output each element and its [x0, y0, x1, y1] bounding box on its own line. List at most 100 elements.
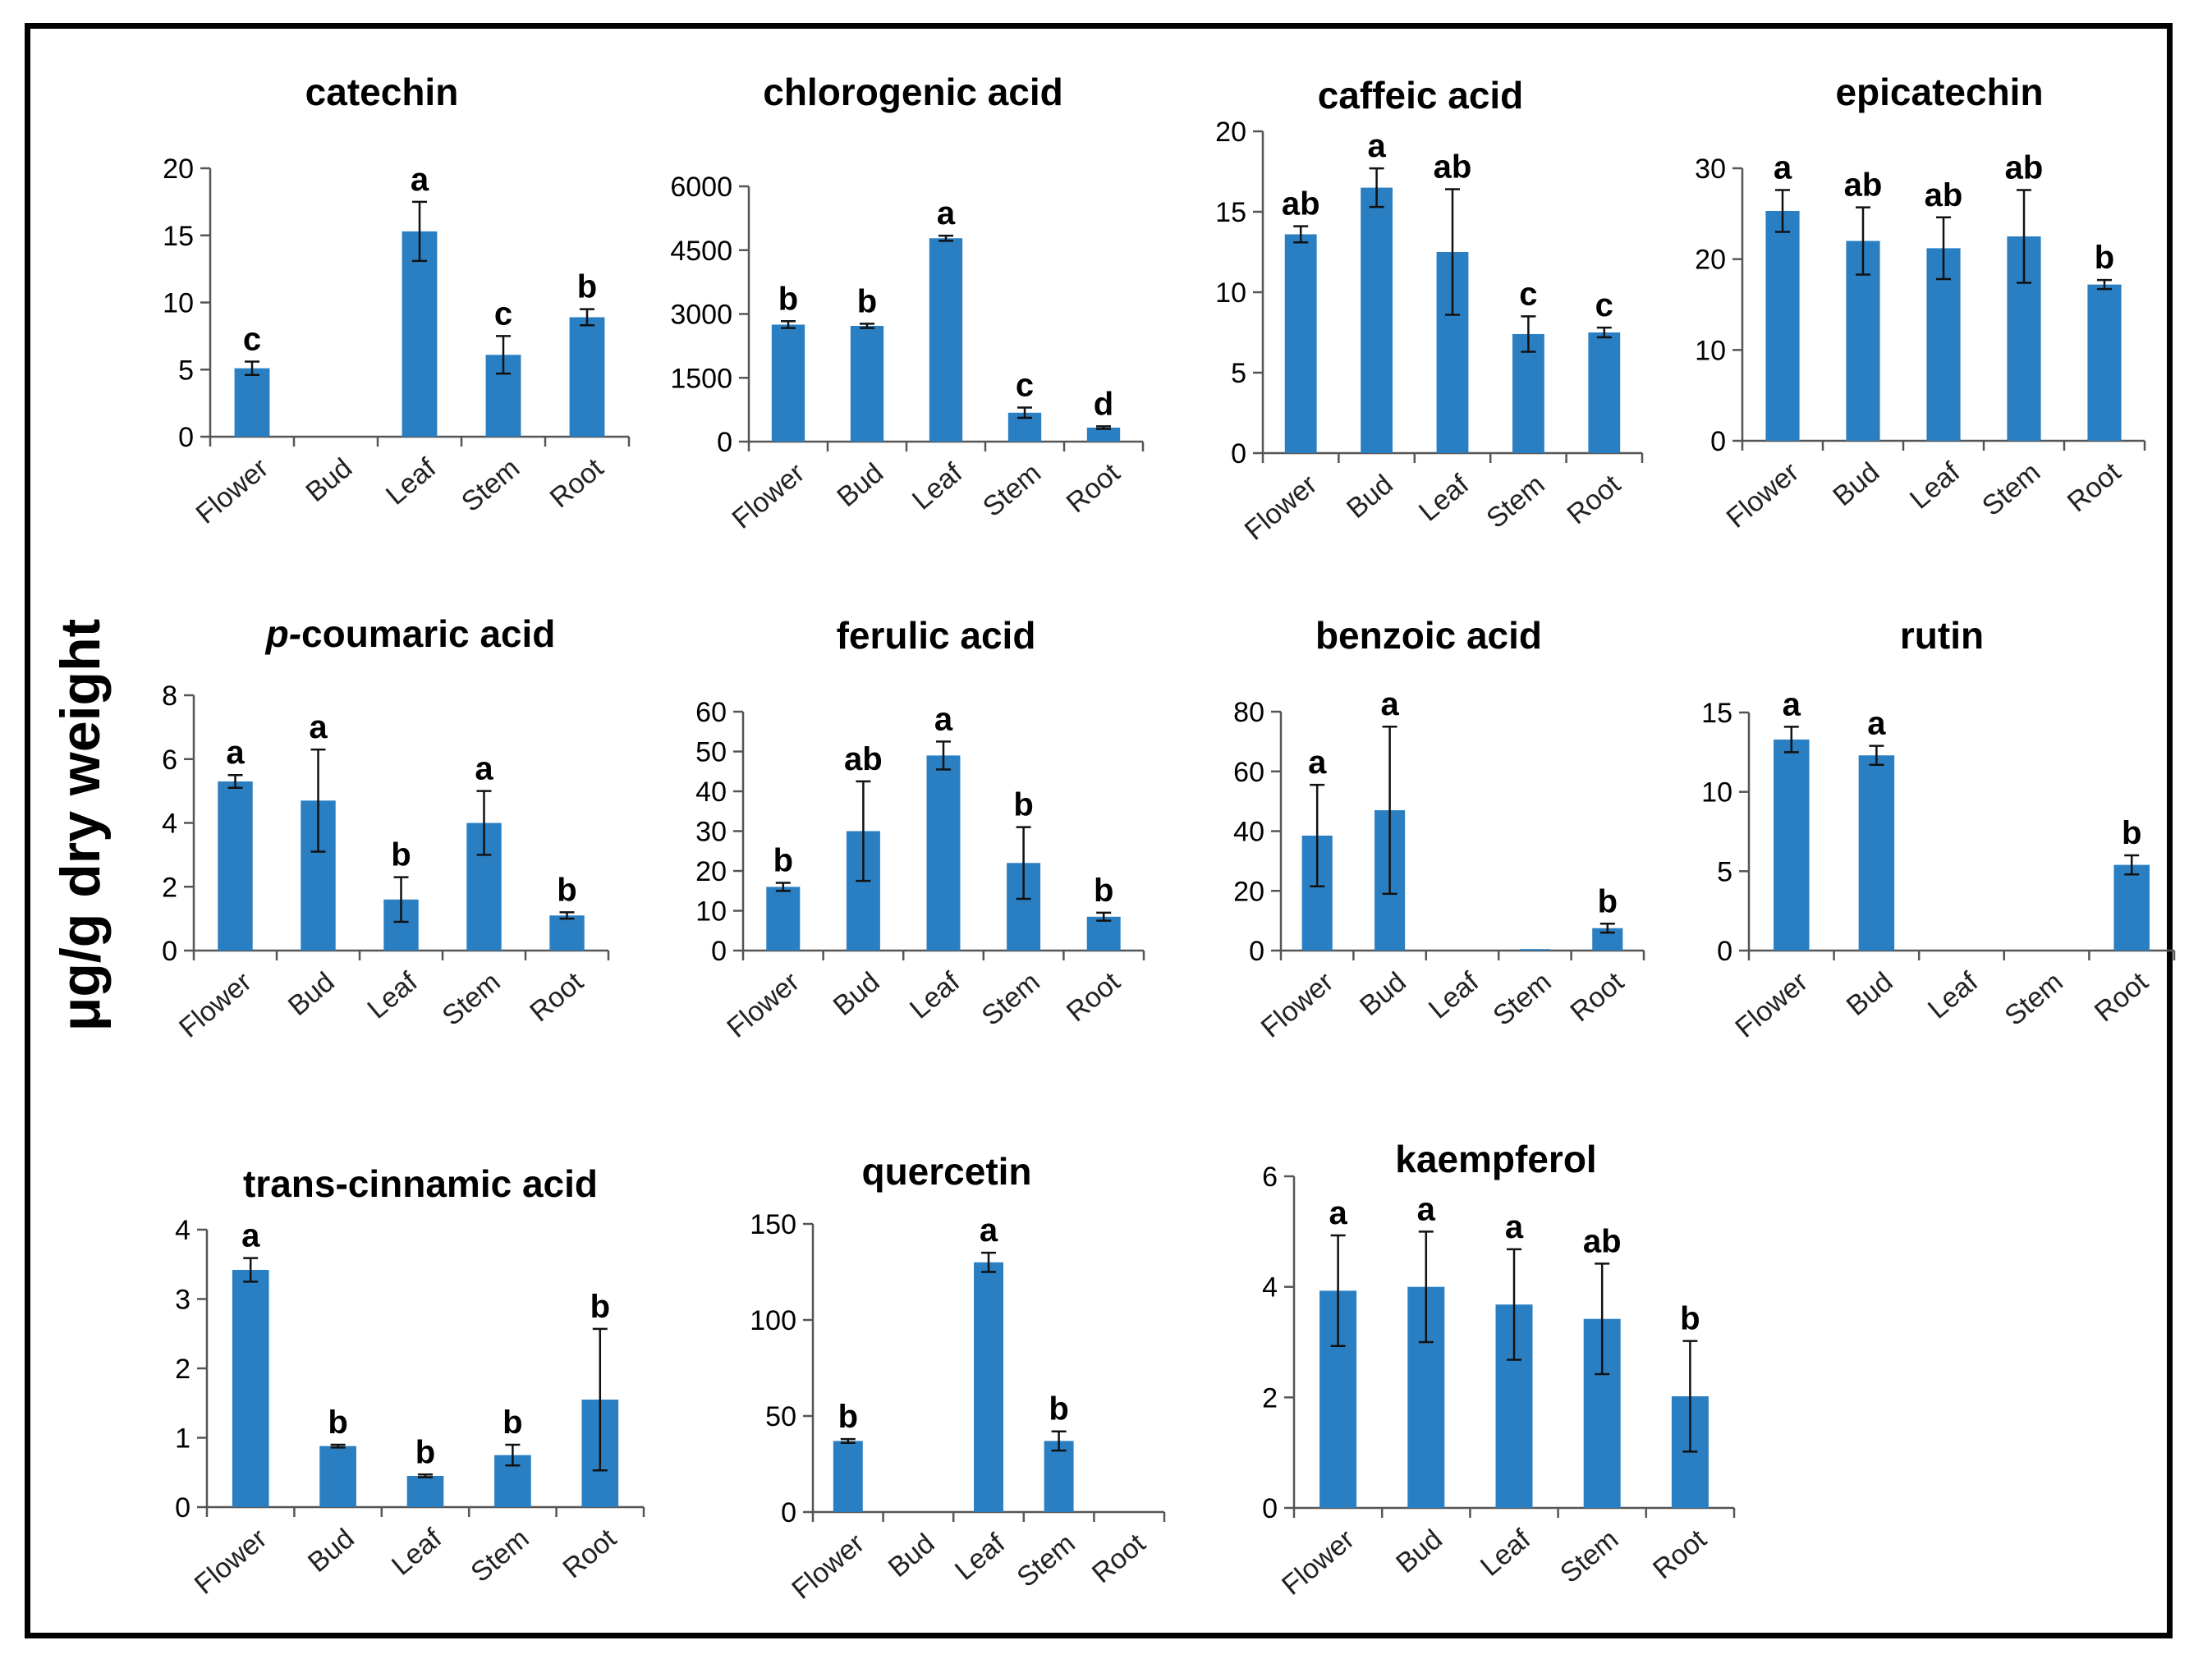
y-tick-label: 4 — [162, 809, 177, 840]
y-tick-label: 4 — [175, 1215, 190, 1246]
y-tick-label: 20 — [1233, 876, 1264, 907]
y-tick-label: 20 — [1215, 117, 1246, 148]
significance-letter: a — [937, 195, 956, 231]
significance-letter: b — [1094, 873, 1113, 909]
y-tick-label: 100 — [750, 1305, 796, 1336]
chart-title: catechin — [305, 71, 459, 113]
bar — [766, 887, 801, 951]
x-category-label: Stem — [436, 966, 506, 1032]
x-category-label: Flower — [1721, 456, 1806, 534]
y-tick-label: 60 — [1233, 757, 1264, 788]
chart-panel: rutin 0 5 10 15 a Flower a Bud Leaf Stem b Root — [1701, 614, 2176, 1044]
x-category-label: Root — [2089, 966, 2155, 1029]
y-tick-label: 0 — [781, 1497, 796, 1528]
bar — [319, 1446, 356, 1507]
x-category-label: Leaf — [1413, 469, 1475, 528]
x-category-label: Leaf — [362, 966, 425, 1025]
significance-letter: a — [1308, 745, 1327, 781]
y-tick-label: 20 — [163, 154, 194, 185]
bar — [1086, 916, 1121, 951]
x-category-label: Root — [1647, 1524, 1713, 1586]
x-category-label: Stem — [456, 452, 525, 518]
chart-title: rutin — [1900, 614, 1984, 657]
y-tick-label: 30 — [695, 817, 727, 848]
bar — [833, 1441, 863, 1512]
significance-letter: b — [1598, 883, 1618, 919]
y-tick-label: 6 — [162, 745, 177, 776]
x-category-label: Stem — [976, 966, 1046, 1032]
x-category-label: Bud — [1390, 1524, 1448, 1579]
y-tick-label: 10 — [1695, 335, 1726, 366]
chart-panel: trans-cinnamic acid 0 1 2 3 4 a Flower b Bud b Leaf… — [175, 1162, 645, 1601]
significance-letter: ab — [2005, 150, 2044, 186]
bar — [1858, 755, 1895, 951]
y-tick-label: 40 — [695, 777, 727, 808]
x-category-label: Stem — [977, 457, 1047, 523]
y-tick-label: 30 — [1695, 154, 1726, 185]
chart-title-text: catechin — [305, 71, 459, 113]
significance-letter: b — [2095, 240, 2114, 276]
chart-title: epicatechin — [1835, 71, 2043, 113]
x-category-label: Flower — [1239, 469, 1324, 547]
significance-letter: b — [557, 872, 576, 908]
y-tick-label: 0 — [162, 936, 177, 967]
x-category-label: Bud — [1354, 966, 1412, 1022]
significance-letter: b — [391, 837, 411, 873]
significance-letter: b — [1680, 1301, 1700, 1337]
x-category-label: Root — [1564, 966, 1630, 1029]
x-category-label: Root — [524, 966, 590, 1029]
y-tick-label: 3000 — [670, 300, 732, 331]
y-tick-label: 15 — [163, 221, 194, 252]
y-tick-label: 0 — [1262, 1493, 1278, 1524]
bar — [850, 326, 884, 442]
y-tick-label: 0 — [178, 422, 194, 453]
x-category-label: Bud — [1341, 469, 1399, 525]
bar — [1044, 1441, 1074, 1512]
chart-title-text: ferulic acid — [837, 614, 1036, 657]
chart-title: benzoic acid — [1315, 614, 1542, 657]
y-tick-label: 2 — [1262, 1382, 1278, 1414]
bar — [1284, 234, 1317, 453]
y-tick-label: 2 — [175, 1354, 190, 1385]
y-tick-label: 0 — [1231, 438, 1246, 470]
y-tick-label: 0 — [717, 427, 732, 458]
significance-letter: c — [1016, 368, 1034, 404]
chart-title-text: benzoic acid — [1315, 614, 1542, 657]
chart-title: ferulic acid — [837, 614, 1036, 657]
x-category-label: Stem — [1487, 966, 1557, 1032]
x-category-label: Flower — [727, 457, 811, 535]
chart-panel: kaempferol 0 2 4 6 a Flower a Bud a Leaf ab Stem b Roo… — [1262, 1138, 1736, 1602]
chart-title-text: rutin — [1900, 614, 1984, 657]
x-category-label: Flower — [189, 1523, 273, 1601]
chart-title: caffeic acid — [1318, 74, 1524, 117]
significance-letter: b — [773, 843, 793, 879]
y-tick-label: 150 — [750, 1209, 796, 1240]
chart-title: quercetin — [861, 1150, 1031, 1193]
y-tick-label: 0 — [711, 936, 727, 967]
y-tick-label: 4 — [1262, 1272, 1278, 1304]
y-tick-label: 0 — [1249, 936, 1264, 967]
significance-letter: a — [1417, 1191, 1436, 1227]
significance-letter: a — [1783, 686, 1801, 722]
y-tick-label: 10 — [1215, 277, 1246, 309]
x-category-label: Flower — [721, 966, 805, 1044]
y-tick-label: 2 — [162, 872, 177, 903]
y-tick-label: 40 — [1233, 817, 1264, 848]
x-category-label: Leaf — [1922, 966, 1985, 1025]
bar — [771, 324, 805, 442]
bar — [234, 368, 270, 437]
bar — [1512, 333, 1544, 453]
y-tick-label: 10 — [1701, 777, 1732, 809]
significance-letter: c — [243, 321, 261, 357]
x-category-label: Flower — [173, 966, 258, 1044]
significance-letter: a — [309, 709, 328, 745]
bar — [974, 1262, 1003, 1512]
significance-letter: ab — [1282, 186, 1320, 222]
significance-letter: d — [1094, 386, 1113, 422]
chart-title-text: chlorogenic acid — [763, 71, 1063, 113]
y-tick-label: 50 — [695, 737, 727, 768]
significance-letter: c — [494, 296, 512, 332]
x-category-label: Leaf — [1475, 1524, 1537, 1583]
x-category-label: Root — [557, 1523, 622, 1585]
